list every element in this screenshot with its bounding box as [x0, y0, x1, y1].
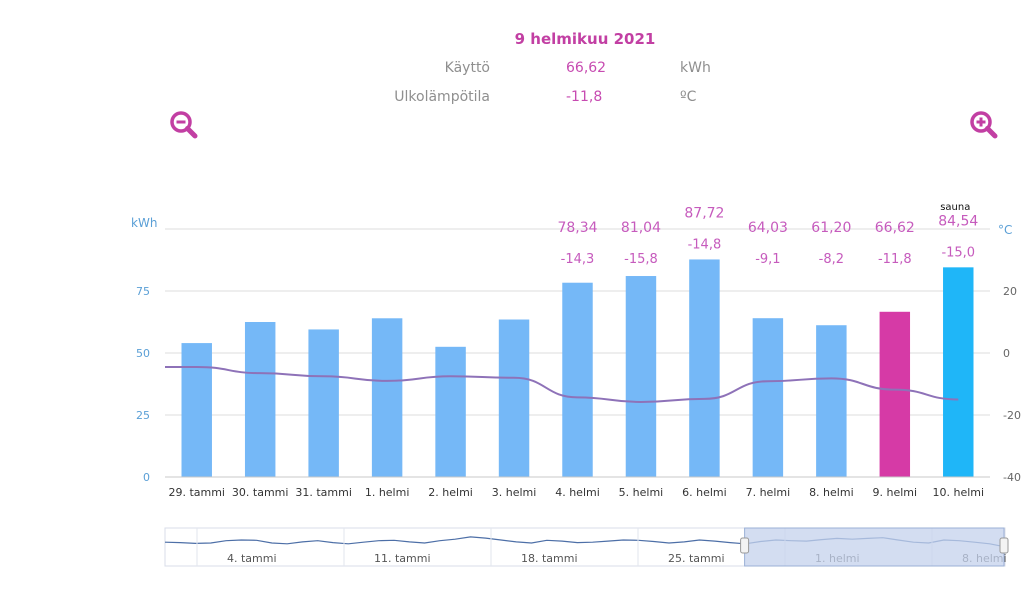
y-left-axis-label: kWh: [131, 216, 157, 230]
value-label: 78,34: [557, 220, 597, 236]
y-left-tick-label: 0: [143, 471, 150, 484]
y-right-tick-label: 0: [1003, 347, 1010, 360]
bar: [562, 282, 593, 477]
annotation-label: sauna: [940, 202, 970, 213]
bar: [181, 343, 212, 477]
navigator-handle[interactable]: [740, 537, 750, 554]
value-label: 87,72: [684, 205, 724, 221]
zoom-out-button[interactable]: [169, 110, 199, 142]
bar: [371, 318, 403, 477]
x-tick-label: 1. helmi: [365, 486, 410, 499]
y-right-tick-label: 20: [1003, 285, 1017, 298]
x-tick-label: 4. helmi: [555, 486, 600, 499]
x-tick-label: 7. helmi: [746, 486, 791, 499]
selected-date: 9 helmikuu 2021: [514, 30, 656, 48]
temperature-line: [165, 365, 959, 403]
navigator-tick-label: 18. tammi: [521, 552, 578, 565]
x-tick-label: 9. helmi: [873, 486, 918, 499]
temperature-label: -15,8: [624, 252, 658, 267]
y-left-tick-label: 50: [136, 347, 150, 360]
y-right-tick-label: -20: [1003, 409, 1021, 422]
navigator-selection: [744, 527, 1005, 567]
x-tick-label: 31. tammi: [295, 486, 352, 499]
temperature-value: -11,8: [566, 89, 603, 105]
usage-value: 66,62: [566, 60, 607, 76]
x-tick-label: 30. tammi: [232, 486, 289, 499]
x-tick-label: 10. helmi: [932, 486, 984, 499]
navigator-tick-label: 11. tammi: [374, 552, 431, 565]
value-label: 61,20: [811, 220, 851, 236]
bar: [498, 319, 530, 477]
x-tick-label: 8. helmi: [809, 486, 854, 499]
temperature-unit: ºC: [680, 89, 697, 105]
temperature-label: -15,0: [941, 245, 975, 260]
y-left-tick-label: 25: [136, 409, 150, 422]
bar: [625, 276, 657, 477]
bar: [752, 318, 784, 477]
axes: 0 25 50 75 kWh 20 0 -20 -40 °C 29. tammi 30. tammi 3…: [131, 216, 1021, 499]
x-tick-label: 3. helmi: [492, 486, 537, 499]
data-labels: 78,34 -14,3 81,04 -15,8 87,72 -14,8 64,03 -9,1 6…: [557, 202, 978, 267]
bar: [943, 267, 974, 477]
bars: [181, 259, 974, 477]
usage-label: Käyttö: [444, 60, 490, 76]
usage-row: Käyttö 66,62 kWh: [0, 60, 1024, 80]
y-left-tick-label: 75: [136, 285, 150, 298]
bar: [435, 346, 466, 477]
temperature-label: -8,2: [819, 252, 844, 267]
y-right-tick-label: -40: [1003, 471, 1021, 484]
temperature-label: Ulkolämpötila: [394, 89, 490, 105]
x-tick-label: 5. helmi: [619, 486, 664, 499]
usage-unit: kWh: [680, 60, 711, 76]
temperature-label: -11,8: [878, 252, 912, 267]
bar: [689, 259, 720, 477]
navigator-handle[interactable]: [999, 537, 1009, 554]
zoom-in-icon: [970, 111, 998, 139]
value-label: 84,54: [938, 213, 978, 229]
x-tick-label: 2. helmi: [428, 486, 473, 499]
temperature-label: -14,3: [561, 252, 595, 267]
x-tick-label: 6. helmi: [682, 486, 727, 499]
info-panel: 9 helmikuu 2021 Käyttö 66,62 kWh Ulkoläm…: [0, 0, 1024, 120]
zoom-out-icon: [170, 111, 198, 139]
temperature-series-line: [165, 365, 959, 403]
value-label: 81,04: [621, 220, 661, 236]
value-label: 66,62: [875, 220, 915, 236]
temperature-row: Ulkolämpötila -11,8 ºC: [0, 89, 1024, 109]
bar: [308, 329, 339, 477]
x-tick-label: 29. tammi: [168, 486, 225, 499]
temperature-label: -9,1: [755, 252, 780, 267]
y-right-axis-label: °C: [998, 223, 1012, 237]
value-label: 64,03: [748, 220, 788, 236]
bar: [816, 325, 847, 477]
bar: [879, 311, 911, 477]
temperature-label: -14,8: [688, 237, 722, 252]
navigator-tick-label: 4. tammi: [227, 552, 277, 565]
zoom-in-button[interactable]: [969, 110, 999, 142]
bar: [244, 322, 276, 477]
navigator-tick-label: 25. tammi: [668, 552, 725, 565]
